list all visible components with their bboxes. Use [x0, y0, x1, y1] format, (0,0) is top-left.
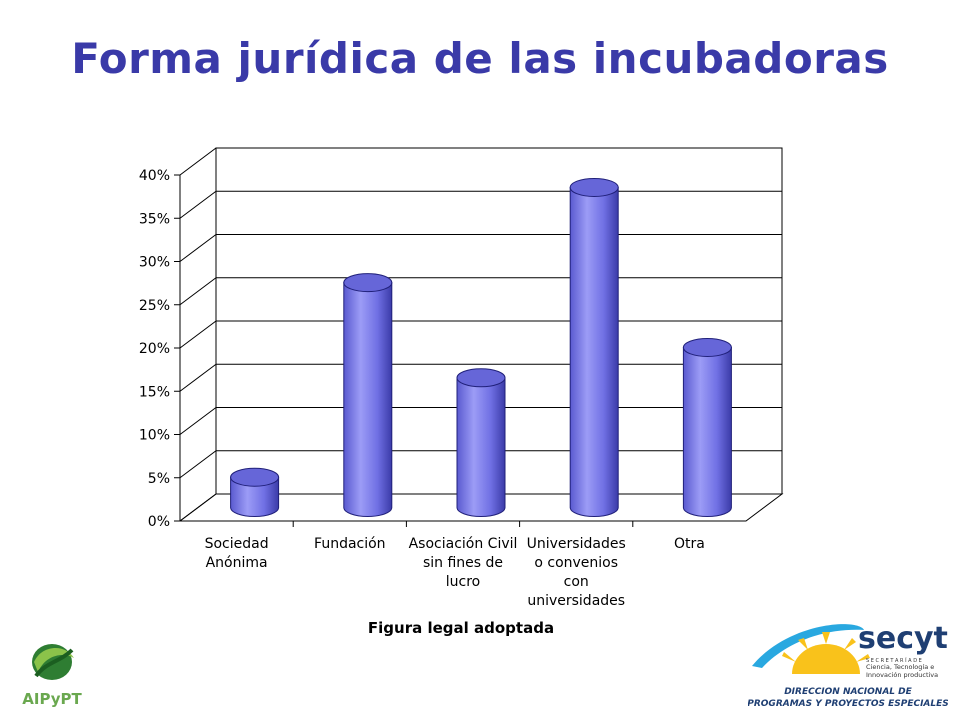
x-category-label: Universidades o convenios con universidades	[527, 536, 626, 609]
x-category-label: Fundación	[314, 536, 386, 552]
y-tick-label: 35%	[139, 211, 170, 227]
bar-top	[230, 467, 280, 487]
x-category-label: Otra	[674, 536, 705, 552]
bar	[343, 273, 393, 517]
bar-top	[343, 273, 393, 293]
gridline-side	[179, 363, 217, 392]
bar-body	[569, 186, 619, 517]
secyt-tagline-2: Ciencia, Tecnología e	[866, 663, 934, 671]
bar	[230, 467, 280, 517]
bar-body	[682, 346, 732, 517]
y-tick-label: 30%	[139, 255, 170, 271]
chart-bars	[230, 177, 732, 517]
bar-chart: 0% 5% 10% 15% 20% 25% 30% 35% 40% Sociedad Anónima…	[139, 147, 784, 637]
bar-body	[456, 377, 506, 517]
bar-body	[343, 282, 393, 517]
gridline-side	[179, 320, 217, 349]
gridline-side	[179, 493, 217, 522]
secyt-name: secyt	[858, 621, 948, 656]
sun-rays-icon	[752, 624, 864, 668]
gridline-side	[179, 450, 217, 479]
bar-top	[569, 177, 619, 197]
secyt-tagline-3: Innovación productiva	[866, 671, 938, 679]
bar	[569, 177, 619, 517]
gridline-side	[179, 407, 217, 435]
y-tick-label: 25%	[139, 298, 170, 314]
x-category-label: Asociación Civil sin fines de lucro	[409, 536, 518, 590]
slide-title: Forma jurídica de las incubadoras	[71, 34, 889, 83]
gridline-side	[179, 277, 217, 306]
x-category-label: Sociedad Anónima	[205, 536, 269, 571]
aipypt-logo: AIPyPT	[22, 644, 82, 708]
secyt-logo: secyt S E C R E T A R Í A D E Ciencia, T…	[748, 621, 948, 709]
secyt-tagline-1: S E C R E T A R Í A D E	[866, 657, 922, 664]
y-tick-label: 40%	[139, 168, 170, 184]
bar	[682, 337, 732, 517]
y-tick-label: 5%	[148, 471, 170, 487]
bar-top	[456, 368, 506, 388]
gridline-side	[179, 234, 217, 262]
y-tick-label: 15%	[139, 384, 170, 400]
bar-body	[230, 476, 280, 517]
aipypt-label: AIPyPT	[22, 690, 82, 708]
chart-labels: 0% 5% 10% 15% 20% 25% 30% 35% 40% Sociedad Anónima…	[139, 168, 705, 637]
y-tick-label: 20%	[139, 341, 170, 357]
y-tick-label: 10%	[139, 428, 170, 444]
gridline-side	[179, 147, 217, 176]
secyt-footer-1: DIRECCION NACIONAL DE	[784, 687, 912, 697]
bar-top	[682, 337, 732, 357]
bar	[456, 368, 506, 517]
secyt-footer-2: PROGRAMAS Y PROYECTOS ESPECIALES	[748, 699, 948, 709]
gridline-side	[179, 190, 217, 219]
y-tick-label: 0%	[148, 514, 170, 530]
sun-icon	[782, 632, 870, 674]
x-axis-title: Figura legal adoptada	[368, 619, 554, 637]
